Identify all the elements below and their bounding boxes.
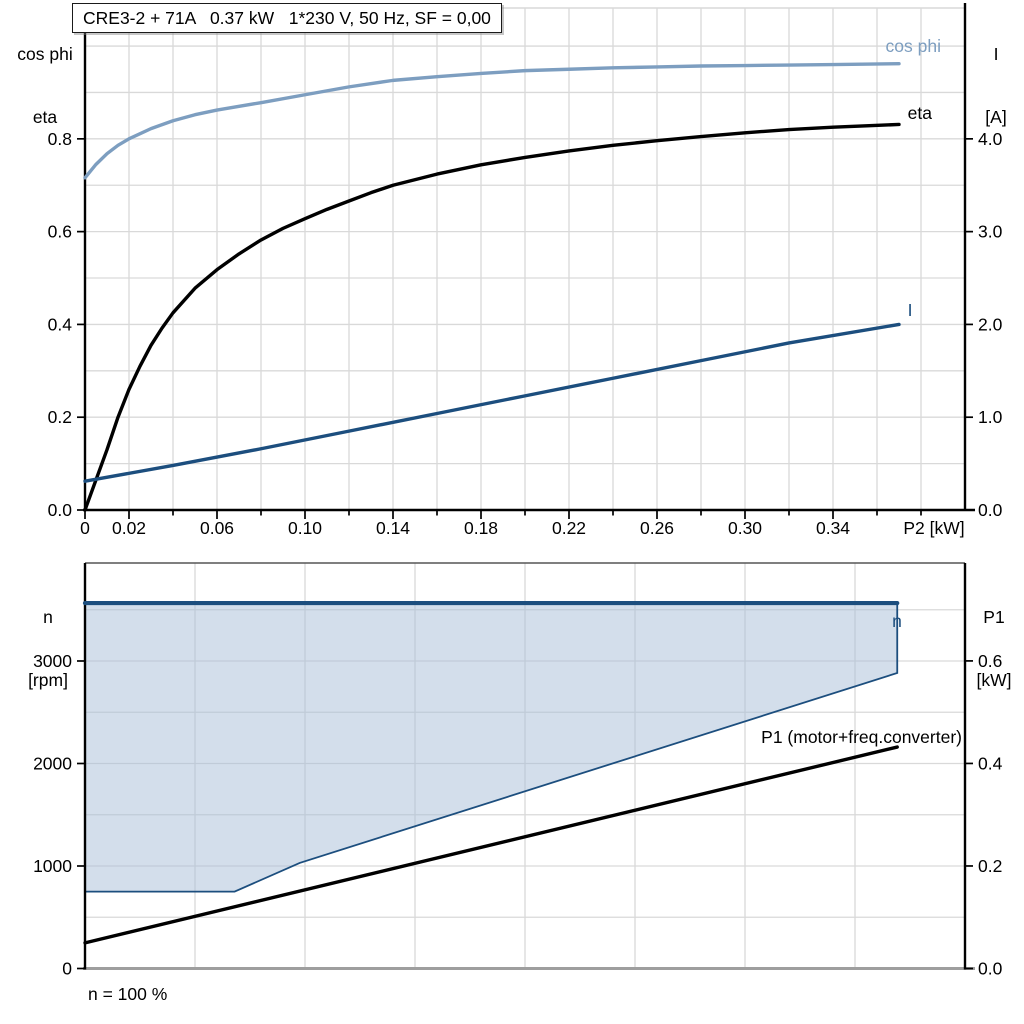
series-area-n-operating-range — [84, 602, 899, 893]
y-left-tick-label: 2000 — [33, 753, 72, 773]
top-left-axis-label: cos phi eta — [4, 2, 86, 170]
x-tick-label: 0.18 — [464, 518, 498, 538]
speed-unit-label: [rpm] — [28, 670, 68, 690]
y-right-tick-label: 3.0 — [978, 222, 1003, 242]
curve-label-cos-phi: cos phi — [886, 36, 941, 56]
top-right-axis-label: I [A] — [972, 2, 1020, 170]
y-left-tick-label: 0.4 — [48, 314, 73, 334]
eta-axis-label: eta — [32, 107, 58, 127]
series-eta — [83, 122, 901, 512]
x-tick-label: 0.34 — [816, 518, 850, 538]
bottom-right-axis-label: P1 [kW] — [968, 565, 1020, 733]
p1-axis-label: P1 — [983, 607, 1005, 627]
y-right-tick-label: 4.0 — [978, 129, 1003, 149]
y-right-tick-label: 0.4 — [978, 753, 1003, 773]
chart-title-box: CRE3-2 + 71A 0.37 kW 1*230 V, 50 Hz, SF … — [72, 3, 502, 33]
y-right-tick-label: 0.2 — [978, 856, 1002, 876]
y-right-tick-label: 2.0 — [978, 314, 1003, 334]
x-tick-label: 0 — [80, 518, 90, 538]
y-left-tick-label: 0.0 — [48, 500, 73, 520]
curve-label-i: I — [908, 300, 913, 320]
series-cos-phi — [83, 61, 901, 180]
curve-label-p1-motor-freq-converter-: P1 (motor+freq.converter) — [761, 727, 962, 747]
bottom-left-axis-label: n [rpm] — [10, 565, 86, 733]
y-right-tick-label: 0.0 — [978, 500, 1003, 520]
p1-unit-label: [kW] — [976, 670, 1012, 690]
x-tick-label: 0.02 — [112, 518, 146, 538]
x-tick-label: 0.06 — [200, 518, 234, 538]
x-tick-label: 0.30 — [728, 518, 762, 538]
y-left-tick-label: 0.8 — [48, 129, 72, 149]
x-tick-label: 0.10 — [288, 518, 322, 538]
series-i — [83, 322, 901, 483]
curve-label-n: n — [892, 611, 902, 631]
curve-label-eta: eta — [908, 103, 933, 123]
cos-phi-axis-label: cos phi — [17, 44, 73, 64]
current-unit-label: [A] — [985, 107, 1007, 127]
y-left-tick-label: 1000 — [33, 856, 72, 876]
y-right-tick-label: 0.0 — [978, 959, 1003, 979]
series-p1-motor-freq-converter- — [83, 745, 899, 945]
current-axis-label: I — [993, 44, 999, 64]
y-right-tick-label: 1.0 — [978, 407, 1003, 427]
speed-footnote: n = 100 % — [88, 984, 168, 1004]
speed-axis-label: n — [43, 607, 53, 627]
x-tick-label: 0.14 — [376, 518, 410, 538]
x-tick-label: 0.22 — [552, 518, 586, 538]
y-left-tick-label: 3000 — [33, 651, 72, 671]
y-right-tick-label: 0.6 — [978, 651, 1002, 671]
y-left-tick-label: 0.6 — [48, 222, 72, 242]
x-axis-title: P2 [kW] — [903, 518, 964, 538]
x-tick-label: 0.26 — [640, 518, 674, 538]
y-left-tick-label: 0 — [62, 959, 72, 979]
y-left-tick-label: 0.2 — [48, 407, 72, 427]
